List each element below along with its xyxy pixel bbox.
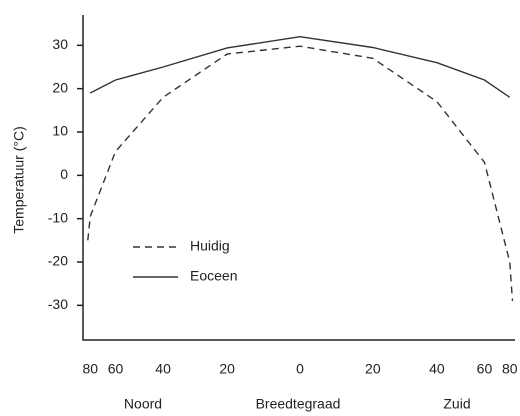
legend-label: Huidig bbox=[190, 238, 230, 254]
y-tick-label: 0 bbox=[60, 166, 68, 182]
y-tick-label: -20 bbox=[48, 253, 68, 269]
x-tick-label: 40 bbox=[155, 361, 171, 377]
y-tick-label: -30 bbox=[48, 296, 68, 312]
legend-label: Eoceen bbox=[190, 268, 237, 284]
data-line bbox=[89, 35, 511, 98]
x-tick-label: 20 bbox=[365, 361, 381, 377]
y-tick-label: 30 bbox=[52, 36, 68, 52]
axis-line bbox=[82, 15, 515, 341]
y-tick-label: -10 bbox=[48, 209, 68, 225]
annotation: Zuid bbox=[443, 396, 470, 412]
x-tick-label: 80 bbox=[502, 361, 518, 377]
data-line bbox=[87, 45, 514, 302]
annotation: Noord bbox=[124, 396, 162, 412]
x-tick-label: 80 bbox=[82, 361, 98, 377]
x-tick-label: 20 bbox=[219, 361, 235, 377]
x-tick-label: 0 bbox=[296, 361, 304, 377]
x-tick-label: 60 bbox=[108, 361, 124, 377]
y-axis-label: Temperatuur (°C) bbox=[11, 126, 27, 234]
x-tick-label: 60 bbox=[477, 361, 493, 377]
x-axis-label: Breedtegraad bbox=[256, 396, 341, 412]
y-tick-label: 10 bbox=[52, 123, 68, 139]
x-tick-label: 40 bbox=[429, 361, 445, 377]
y-tick-label: 20 bbox=[52, 79, 68, 95]
